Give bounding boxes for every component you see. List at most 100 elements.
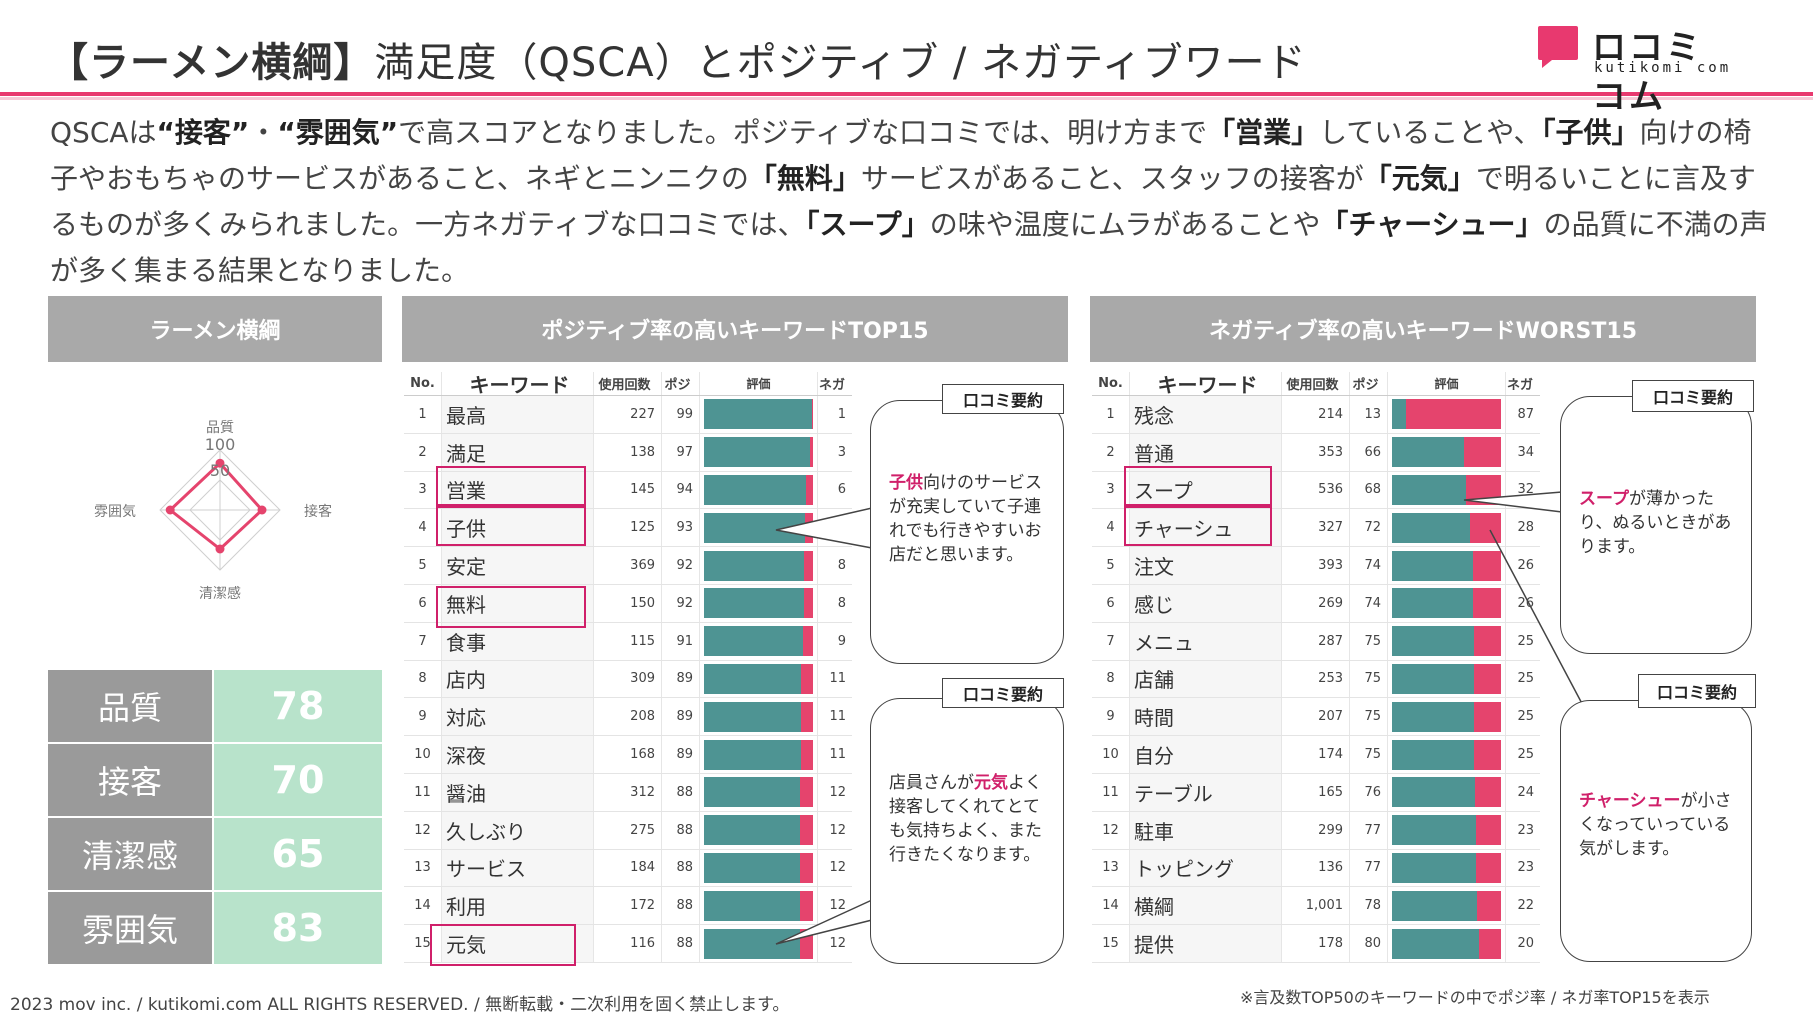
score-row: 雰囲気 83 [48, 892, 382, 966]
positive-bar-fill [704, 399, 812, 430]
evaluation-bar [1392, 928, 1501, 959]
row-number: 7 [404, 622, 442, 660]
evaluation-bar [1392, 437, 1501, 468]
usage-count: 312 [594, 773, 662, 811]
negative-bar-fill [806, 474, 813, 505]
evaluation-bar [1392, 777, 1501, 808]
table-row: 15 元気 116 88 12 [404, 925, 852, 963]
usage-count: 253 [1282, 660, 1350, 698]
evaluation-bar [1392, 815, 1501, 846]
keyword: 深夜 [442, 736, 594, 773]
review-summary-tag: 口コミ要約 [942, 678, 1064, 708]
evaluation-bar [704, 474, 813, 505]
positive-bar-fill [704, 890, 800, 921]
evaluation-bar-cell [1388, 471, 1506, 509]
keyword: 駐車 [1130, 811, 1282, 849]
evaluation-bar [704, 890, 813, 921]
positive-bar-fill [704, 815, 800, 846]
score-label: 品質 [48, 670, 214, 742]
evaluation-bar [1392, 626, 1501, 657]
row-number: 3 [1092, 471, 1130, 509]
evaluation-bar-cell [1388, 660, 1506, 698]
positive-bar-fill [704, 928, 800, 959]
evaluation-bar-cell [700, 811, 818, 849]
usage-count: 174 [1282, 736, 1350, 773]
column-header-pos: ポジ [1350, 372, 1388, 395]
evaluation-bar-cell [1388, 925, 1506, 962]
summary-segment: サービスがあること、スタッフの接客が [860, 162, 1364, 195]
keyword: 醤油 [442, 773, 594, 811]
positive-bar-fill [1392, 474, 1467, 505]
review-summary-bubble-chashu: チャーシューが小さくなっていっている気がします。 [1560, 700, 1752, 962]
usage-count: 1,001 [1282, 887, 1350, 925]
negative-bar-fill [1474, 777, 1501, 808]
row-number: 4 [404, 509, 442, 547]
row-number: 10 [404, 736, 442, 773]
positive-rate: 88 [662, 887, 700, 925]
radar-point [165, 505, 175, 515]
positive-rate: 75 [1350, 622, 1388, 660]
usage-count: 208 [594, 698, 662, 736]
table-row: 1 残念 214 13 87 [1092, 396, 1540, 434]
row-number: 9 [1092, 698, 1130, 736]
copyright-footer: 2023 mov inc. / kutikomi.com ALL RIGHTS … [10, 995, 790, 1015]
negative-bar-fill [1475, 815, 1501, 846]
positive-rate: 91 [662, 622, 700, 660]
negative-bar-fill [801, 663, 813, 694]
negative-rate: 1 [837, 406, 846, 422]
keyword: 子供 [442, 509, 594, 547]
keyword: 残念 [1130, 396, 1282, 433]
evaluation-bar-cell [700, 396, 818, 433]
negative-bar-fill [1466, 474, 1501, 505]
positive-bar-fill [704, 474, 807, 505]
score-label: 接客 [48, 744, 214, 816]
radar-axis-label: 品質 [206, 420, 234, 436]
row-number: 11 [404, 773, 442, 811]
table-row: 7 メニュ 287 75 25 [1092, 622, 1540, 661]
row-number: 3 [404, 471, 442, 509]
negative-bar-fill [804, 588, 813, 619]
row-number: 2 [404, 433, 442, 471]
negative-bar-fill [805, 512, 813, 543]
keyword: 利用 [442, 887, 594, 925]
evaluation-bar-cell [700, 698, 818, 736]
evaluation-bar [704, 815, 813, 846]
usage-count: 369 [594, 547, 662, 584]
summary-segment: QSCAは [50, 116, 157, 149]
evaluation-bar [1392, 512, 1501, 543]
logo-subtext: kutikomi com [1594, 60, 1732, 76]
positive-rate: 66 [1350, 433, 1388, 471]
positive-rate: 68 [1350, 471, 1388, 509]
evaluation-bar [1392, 588, 1501, 619]
summary-emphasis: 「スープ」 [805, 208, 930, 241]
score-label: 雰囲気 [48, 892, 214, 964]
negative-rate: 23 [1517, 822, 1534, 838]
positive-rate: 76 [1350, 773, 1388, 811]
positive-rate: 92 [662, 584, 700, 622]
negative-rate: 6 [837, 482, 846, 498]
evaluation-bar-cell [1388, 773, 1506, 811]
radar-axis-label: 清潔感 [199, 585, 241, 602]
positive-rate: 80 [1350, 925, 1388, 962]
positive-rate: 13 [1350, 396, 1388, 433]
row-number: 15 [404, 925, 442, 962]
evaluation-bar [704, 550, 813, 581]
negative-rate: 8 [837, 558, 846, 574]
negative-rate: 26 [1517, 558, 1534, 574]
negative-bar-fill [809, 437, 813, 468]
keyword: 感じ [1130, 584, 1282, 622]
evaluation-bar [704, 512, 813, 543]
table-row: 3 営業 145 94 6 [404, 471, 852, 510]
keyword: 久しぶり [442, 811, 594, 849]
usage-count: 138 [594, 433, 662, 471]
title-bar: 【ラーメン横綱】満足度（QSCA）とポジティブ / ネガティブワード [0, 0, 1813, 100]
positive-rate: 75 [1350, 698, 1388, 736]
negative-rate: 34 [1517, 444, 1534, 460]
positive-rate: 75 [1350, 660, 1388, 698]
row-number: 8 [1092, 660, 1130, 698]
positive-rate: 92 [662, 547, 700, 584]
keyword: 安定 [442, 547, 594, 584]
negative-rate: 32 [1517, 482, 1534, 498]
review-summary-tag: 口コミ要約 [942, 384, 1064, 414]
negative-bar-fill [799, 890, 813, 921]
